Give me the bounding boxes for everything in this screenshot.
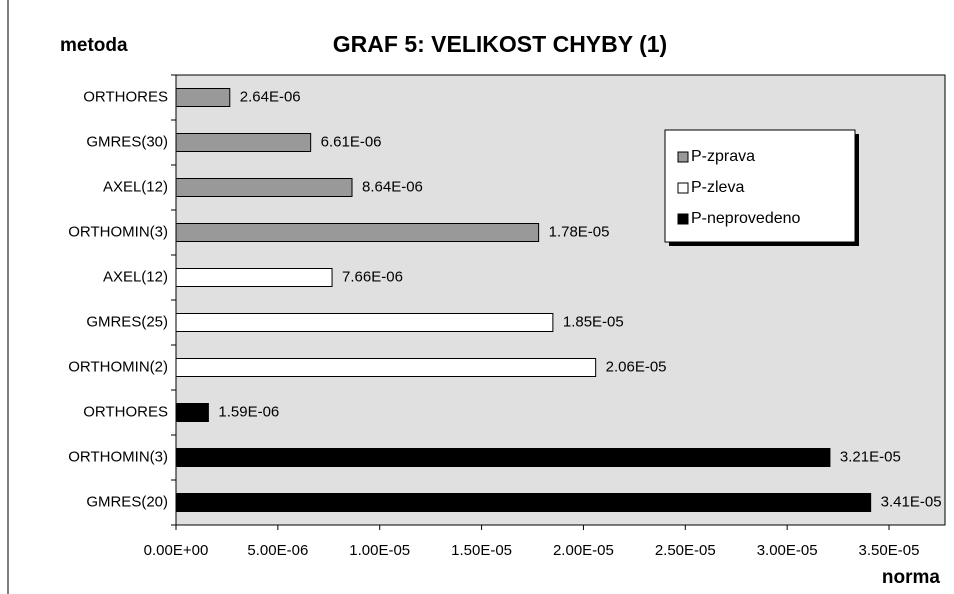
y-tick-label: ORTHOMIN(3) <box>68 448 168 465</box>
y-tick-label: GMRES(25) <box>86 313 168 330</box>
value-label: 2.06E-05 <box>606 358 667 375</box>
bar <box>175 223 540 242</box>
y-tick-label: GMRES(20) <box>86 493 168 510</box>
y-tick-label: ORTHOMIN(2) <box>68 358 168 375</box>
x-tick-label: 1.50E-05 <box>451 542 512 559</box>
bar <box>175 448 831 467</box>
x-tick-label: 5.00E-06 <box>247 542 308 559</box>
x-tick-label: 2.00E-05 <box>553 542 614 559</box>
x-axis-label: norma <box>882 567 941 588</box>
legend-swatch <box>677 182 689 194</box>
y-tick-label: ORTHORES <box>83 88 168 105</box>
bar <box>175 313 554 332</box>
legend-label: P-neprovedeno <box>691 210 801 227</box>
y-tick-label: ORTHORES <box>83 403 168 420</box>
value-label: 1.78E-05 <box>549 223 610 240</box>
x-tick-label: 3.00E-05 <box>757 542 818 559</box>
x-tick-label: 2.50E-05 <box>655 542 716 559</box>
bar <box>175 268 333 287</box>
bar <box>175 493 872 512</box>
legend-label: P-zprava <box>691 148 755 165</box>
value-label: 2.64E-06 <box>240 88 301 105</box>
value-label: 1.59E-06 <box>218 403 279 420</box>
bar <box>175 403 209 422</box>
chart-title: GRAF 5: VELIKOST CHYBY (1) <box>333 31 667 57</box>
legend-label: P-zleva <box>691 179 744 196</box>
y-tick-label: ORTHOMIN(3) <box>68 223 168 240</box>
value-label: 3.41E-05 <box>881 493 942 510</box>
legend-swatch <box>677 151 689 163</box>
value-label: 1.85E-05 <box>563 313 624 330</box>
y-tick-label: GMRES(30) <box>86 133 168 150</box>
bar <box>175 178 353 197</box>
legend-swatch <box>677 213 689 225</box>
value-label: 6.61E-06 <box>321 133 382 150</box>
bar <box>175 88 231 107</box>
x-tick-label: 0.00E+00 <box>144 542 209 559</box>
value-label: 3.21E-05 <box>840 448 901 465</box>
x-tick-label: 1.00E-05 <box>349 542 410 559</box>
x-tick-label: 3.50E-05 <box>859 542 920 559</box>
bar <box>175 358 597 377</box>
legend <box>664 129 856 243</box>
value-label: 7.66E-06 <box>342 268 403 285</box>
value-label: 8.64E-06 <box>362 178 423 195</box>
bar <box>175 133 312 152</box>
y-tick-label: AXEL(12) <box>103 178 168 195</box>
y-axis-label: metoda <box>60 35 128 56</box>
y-tick-label: AXEL(12) <box>103 268 168 285</box>
